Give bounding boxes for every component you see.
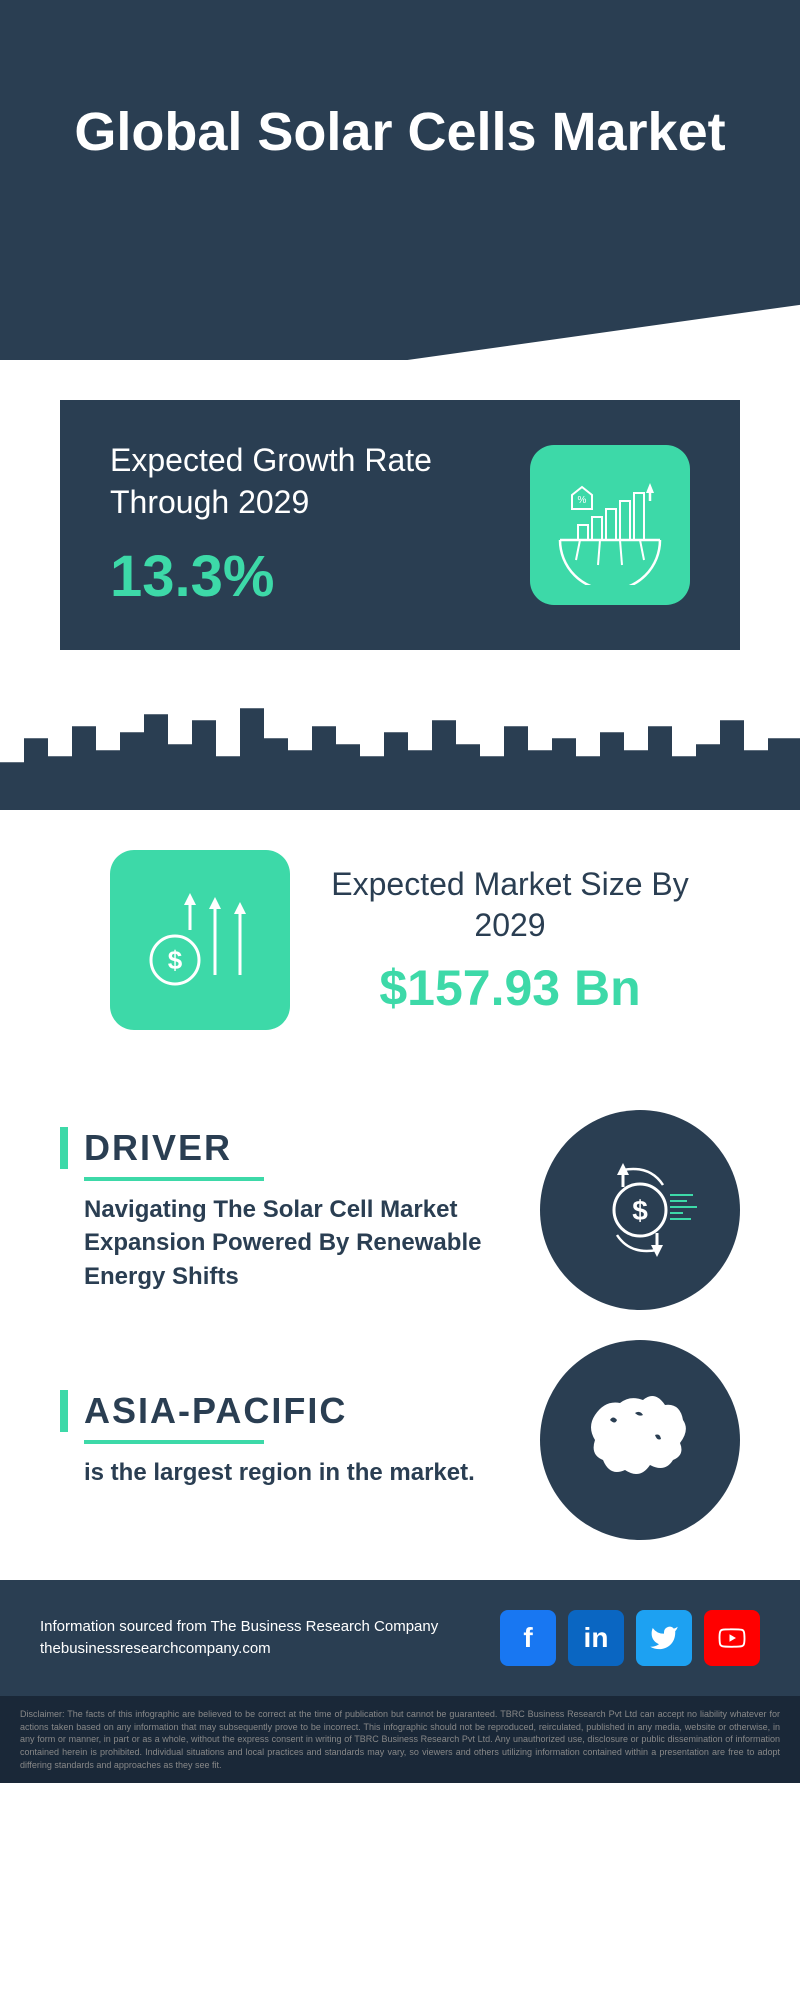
growth-value: 13.3% <box>110 543 530 610</box>
footer: Information sourced from The Business Re… <box>0 1580 800 1696</box>
driver-underline <box>84 1177 264 1181</box>
region-desc: is the largest region in the market. <box>60 1456 510 1490</box>
growth-chart-icon: % <box>550 465 670 585</box>
svg-text:$: $ <box>168 945 183 975</box>
disclaimer-text: Disclaimer: The facts of this infographi… <box>0 1696 800 1783</box>
globe-map-icon <box>565 1365 715 1515</box>
growth-label: Expected Growth Rate Through 2029 <box>110 440 530 523</box>
facebook-icon[interactable]: f <box>500 1610 556 1666</box>
market-section: $ Expected Market Size By 2029 $157.93 B… <box>60 810 740 1070</box>
svg-text:$: $ <box>632 1195 648 1226</box>
market-text-block: Expected Market Size By 2029 $157.93 Bn <box>330 864 690 1017</box>
city-skyline-graphic <box>0 690 800 810</box>
market-label: Expected Market Size By 2029 <box>330 864 690 947</box>
twitter-icon[interactable] <box>636 1610 692 1666</box>
footer-source-line2: thebusinessresearchcompany.com <box>40 1638 438 1661</box>
page-title: Global Solar Cells Market <box>0 0 800 165</box>
driver-circle-icon: $ <box>540 1110 740 1310</box>
driver-desc: Navigating The Solar Cell Market Expansi… <box>60 1193 510 1294</box>
region-circle-icon <box>540 1340 740 1540</box>
growth-section: Expected Growth Rate Through 2029 13.3% … <box>60 400 740 650</box>
linkedin-icon[interactable]: in <box>568 1610 624 1666</box>
region-text-block: ASIA-PACIFIC is the largest region in th… <box>60 1390 510 1490</box>
footer-source: Information sourced from The Business Re… <box>40 1616 438 1661</box>
region-underline <box>84 1440 264 1444</box>
market-value: $157.93 Bn <box>330 959 690 1017</box>
driver-section: DRIVER Navigating The Solar Cell Market … <box>60 1110 740 1310</box>
region-title: ASIA-PACIFIC <box>60 1390 510 1432</box>
driver-text-block: DRIVER Navigating The Solar Cell Market … <box>60 1127 510 1294</box>
svg-text:%: % <box>578 495 587 506</box>
dollar-transfer-icon: $ <box>575 1145 705 1275</box>
driver-title: DRIVER <box>60 1127 510 1169</box>
social-icons-row: f in <box>500 1610 760 1666</box>
dollar-arrows-icon: $ <box>135 875 265 1005</box>
growth-icon-box: % <box>530 445 690 605</box>
header: Global Solar Cells Market <box>0 0 800 360</box>
market-icon-box: $ <box>110 850 290 1030</box>
youtube-icon[interactable] <box>704 1610 760 1666</box>
growth-text-block: Expected Growth Rate Through 2029 13.3% <box>110 440 530 610</box>
region-section: ASIA-PACIFIC is the largest region in th… <box>60 1340 740 1540</box>
footer-source-line1: Information sourced from The Business Re… <box>40 1616 438 1639</box>
